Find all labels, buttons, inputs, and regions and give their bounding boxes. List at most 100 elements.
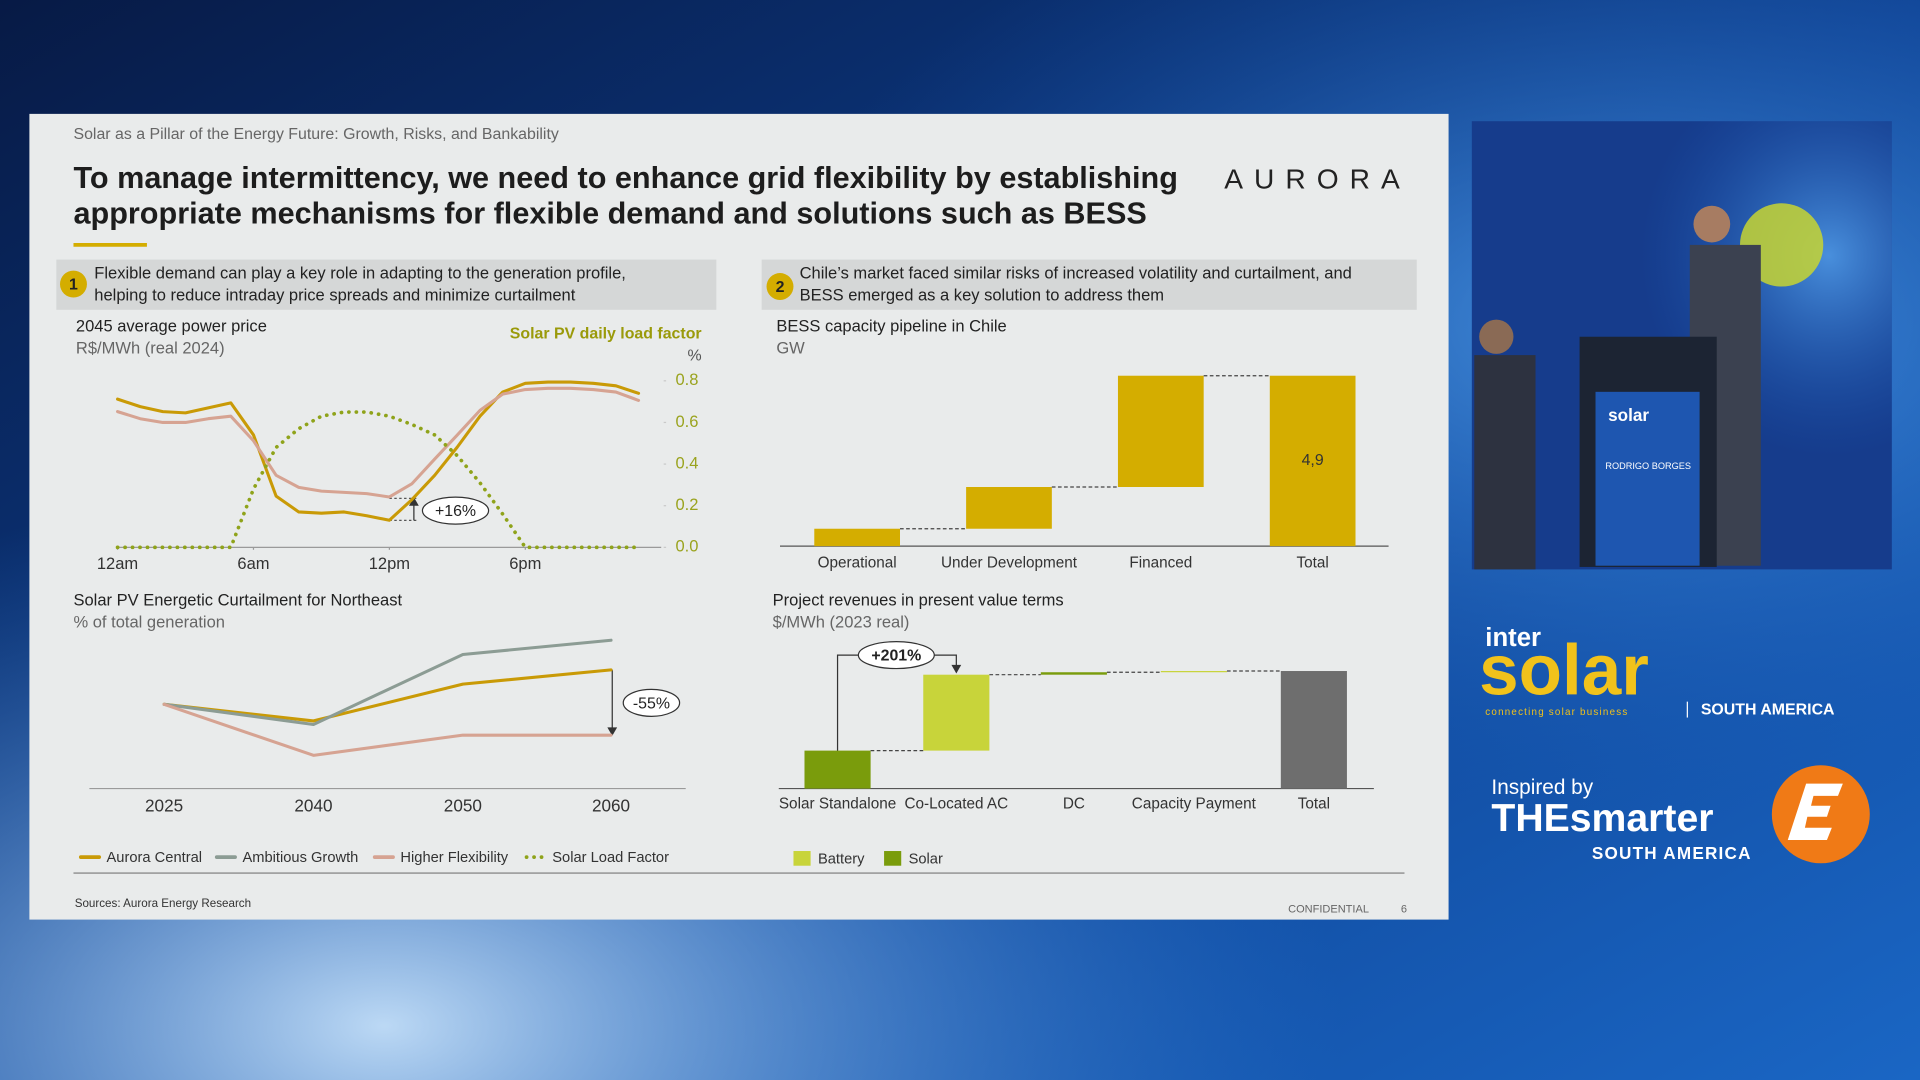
x-tick-label: Under Development bbox=[941, 554, 1078, 571]
y-tick-label: 0.4 bbox=[675, 453, 698, 472]
x-tick-label: Total bbox=[1296, 554, 1328, 571]
y-tick-label: 0.2 bbox=[675, 495, 698, 514]
brand-smarter-region: SOUTH AMERICA bbox=[1592, 843, 1752, 863]
slide bbox=[29, 113, 1449, 920]
section-text: Chile’s market faced similar risks of in… bbox=[800, 264, 1352, 283]
audience-head bbox=[1479, 319, 1514, 354]
x-tick-label: 12am bbox=[97, 554, 138, 573]
speaker-name: RODRIGO BORGES bbox=[1605, 461, 1691, 471]
series-line bbox=[162, 668, 613, 723]
logo: AURORA bbox=[1224, 164, 1411, 195]
y-tick-label: 0.8 bbox=[675, 370, 698, 389]
slide-title: appropriate mechanisms for flexible dema… bbox=[73, 197, 1146, 231]
slide-subtitle: Solar as a Pillar of the Energy Future: … bbox=[73, 126, 558, 143]
brand-tagline: connecting solar business bbox=[1485, 707, 1628, 718]
brand-solar: solar bbox=[1479, 632, 1649, 711]
x-tick-label: DC bbox=[1063, 796, 1085, 813]
annotation-arrow bbox=[836, 654, 859, 752]
annotation-bubble bbox=[421, 496, 490, 525]
value-label: 4,9 bbox=[1302, 452, 1324, 469]
legend-label: Battery bbox=[818, 851, 865, 867]
x-tick-label: 6am bbox=[237, 554, 269, 573]
legend-swatch bbox=[884, 851, 902, 866]
section-number: 1 bbox=[69, 277, 78, 294]
bar bbox=[804, 750, 871, 789]
brand-region: SOUTH AMERICA bbox=[1701, 701, 1835, 718]
x-tick-label: Operational bbox=[818, 554, 897, 571]
series-line bbox=[162, 702, 613, 757]
chart-title: Project revenues in present value terms bbox=[773, 591, 1064, 610]
x-tick-label: Co-Located AC bbox=[904, 796, 1008, 813]
chart-subtitle: GW bbox=[776, 338, 805, 357]
legend-label: Higher Flexibility bbox=[400, 850, 508, 866]
legend-label: Solar bbox=[909, 851, 943, 867]
podium-panel bbox=[1595, 391, 1700, 566]
x-tick-label: 2050 bbox=[444, 795, 482, 815]
annotation-arrow bbox=[934, 654, 957, 667]
confidential: CONFIDENTIAL bbox=[1288, 904, 1369, 916]
annotation: +16% bbox=[435, 503, 476, 520]
legend-label: Ambitious Growth bbox=[242, 850, 358, 866]
bar bbox=[1280, 671, 1347, 789]
x-tick-label: 2060 bbox=[592, 795, 630, 815]
podium-logo: solar bbox=[1608, 405, 1649, 425]
annotation-bubble bbox=[622, 688, 681, 717]
x-tick-label: Total bbox=[1298, 796, 1330, 813]
annotation: -55% bbox=[633, 695, 670, 712]
series-line bbox=[116, 380, 641, 522]
series-line bbox=[162, 638, 613, 727]
bar bbox=[814, 528, 900, 547]
brand-inspired: Inspired by bbox=[1491, 776, 1593, 799]
section-badge bbox=[766, 273, 794, 300]
brand-e-mark bbox=[1787, 783, 1843, 840]
audience-member bbox=[1474, 355, 1536, 570]
brand-smarter: THEsmarter bbox=[1491, 797, 1713, 840]
legend-swatch bbox=[793, 851, 811, 866]
section-text: helping to reduce intraday price spreads… bbox=[94, 286, 575, 305]
y-tick-label: 0.0 bbox=[675, 537, 698, 556]
section-text: Flexible demand can play a key role in a… bbox=[94, 264, 626, 283]
chart-subtitle: $/MWh (2023 real) bbox=[773, 613, 910, 632]
x-tick-label: 6pm bbox=[509, 554, 541, 573]
section-text: BESS emerged as a key solution to addres… bbox=[800, 286, 1164, 305]
chart-title: Solar PV Energetic Curtailment for North… bbox=[73, 591, 402, 610]
annotation-arrowhead bbox=[408, 497, 419, 506]
annotation: +201% bbox=[871, 648, 921, 665]
y-axis-unit: % bbox=[687, 348, 701, 365]
source: Sources: Aurora Energy Research bbox=[75, 897, 251, 910]
bar bbox=[1117, 375, 1204, 488]
y-axis-label: Solar PV daily load factor bbox=[510, 325, 702, 342]
speaker-head bbox=[1693, 205, 1731, 243]
chart-subtitle: R$/MWh (real 2024) bbox=[76, 338, 225, 357]
x-tick-label: 2025 bbox=[145, 795, 183, 815]
series-line bbox=[116, 386, 641, 499]
annotation-arrowhead bbox=[951, 664, 962, 674]
bar bbox=[1040, 672, 1107, 675]
annotation-bubble bbox=[857, 641, 935, 670]
section-box bbox=[761, 259, 1417, 310]
slide-title: To manage intermittency, we need to enha… bbox=[73, 161, 1177, 195]
bar bbox=[1269, 375, 1356, 547]
annotation-arrowhead bbox=[607, 727, 618, 736]
x-tick-label: Solar Standalone bbox=[779, 796, 896, 813]
x-tick-label: 12pm bbox=[369, 554, 410, 573]
y-tick-label: 0.6 bbox=[675, 412, 698, 431]
series-line bbox=[115, 410, 641, 550]
section-badge bbox=[60, 270, 87, 298]
x-tick-label: Capacity Payment bbox=[1132, 796, 1257, 813]
x-tick-label: 2040 bbox=[294, 795, 332, 815]
bar bbox=[923, 674, 990, 751]
bar bbox=[1160, 671, 1227, 673]
page-number: 6 bbox=[1401, 904, 1407, 916]
section-number: 2 bbox=[776, 279, 785, 296]
chart-title: 2045 average power price bbox=[76, 316, 267, 335]
section-box bbox=[56, 259, 717, 310]
legend-label: Aurora Central bbox=[107, 850, 203, 866]
chart-title: BESS capacity pipeline in Chile bbox=[776, 316, 1006, 335]
brand-inter: inter bbox=[1485, 624, 1541, 652]
legend-label: Solar Load Factor bbox=[552, 850, 669, 866]
x-tick-label: Financed bbox=[1129, 554, 1192, 571]
chart-subtitle: % of total generation bbox=[73, 613, 225, 632]
